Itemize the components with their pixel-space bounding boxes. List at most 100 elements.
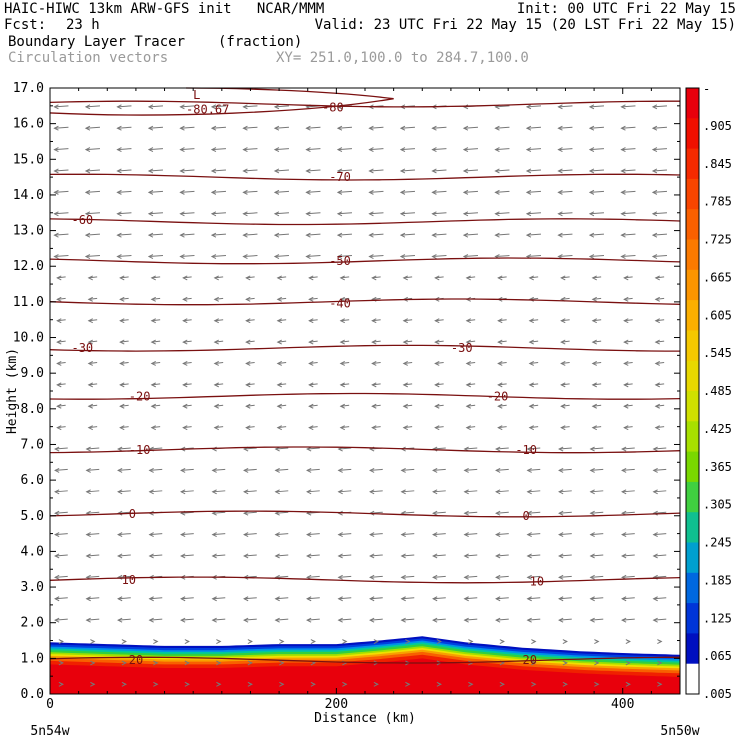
y-tick-label: 6.0 — [21, 473, 44, 488]
forecast-hour: 23 h — [66, 17, 100, 33]
contour-label: -20 — [129, 389, 151, 403]
colorbar-label: .485 — [703, 384, 732, 398]
contour--70 — [49, 173, 681, 181]
colorbar-label: .245 — [703, 536, 732, 550]
vector-label: Circulation vectors — [8, 50, 169, 66]
colorbar-swatch — [686, 603, 699, 634]
y-tick-label: 7.0 — [21, 437, 44, 452]
y-tick-label: 5.0 — [21, 509, 44, 524]
colorbar-label: .365 — [703, 460, 732, 474]
y-tick-label: 1.0 — [21, 651, 44, 666]
contour-label: 20 — [523, 653, 537, 667]
colorbar-swatch — [686, 178, 699, 210]
x-tick-label: 0 — [46, 697, 54, 712]
y-tick-label: 17.0 — [13, 81, 44, 96]
forecast-label: Fcst: — [4, 17, 47, 33]
contour-label: -10 — [515, 443, 537, 457]
colorbar-label: .665 — [703, 270, 732, 284]
x-start-location: 5n54w — [30, 724, 69, 739]
contour--40 — [49, 298, 681, 306]
colorbar-swatch — [686, 633, 699, 665]
colorbar-swatch — [686, 360, 699, 392]
y-tick-label: 3.0 — [21, 580, 44, 595]
colorbar-swatch — [686, 300, 699, 331]
colorbar-label: .005 — [703, 687, 732, 701]
colorbar-frame — [685, 87, 700, 695]
y-tick-label: 12.0 — [13, 259, 44, 274]
colorbar-label: .845 — [703, 157, 732, 171]
colorbar-swatch — [686, 481, 699, 513]
y-tick-label: 11.0 — [13, 295, 44, 310]
contour-label: -50 — [329, 254, 351, 268]
x-end-location: 5n50w — [660, 724, 699, 739]
contour--30 — [49, 344, 680, 352]
contour-20 — [49, 656, 680, 664]
colorbar-label: .065 — [703, 649, 732, 663]
model-title: HAIC-HIWC 13km ARW-GFS init NCAR/MMM — [4, 1, 325, 17]
x-tick-label: 200 — [325, 697, 348, 712]
temperature-contours — [49, 100, 681, 664]
contour-label: -70 — [329, 170, 351, 184]
contour-label: -20 — [487, 389, 509, 403]
contour-label: -30 — [451, 341, 473, 355]
colorbar-label: .125 — [703, 611, 732, 625]
contour-label: L — [193, 88, 200, 102]
colorbar-label: .425 — [703, 422, 732, 436]
contour-0 — [49, 510, 681, 518]
colorbar-swatch — [686, 421, 699, 453]
contour-label: -40 — [329, 297, 351, 311]
contour-10 — [49, 576, 681, 584]
contour-label: 0 — [523, 509, 530, 523]
y-tick-label: 10.0 — [13, 331, 44, 346]
colorbar-swatch — [686, 451, 699, 483]
colorbar-swatch — [686, 330, 699, 362]
contour-label: 0 — [129, 507, 136, 521]
y-tick-label: 13.0 — [13, 224, 44, 239]
colorbar-label: .305 — [703, 498, 732, 512]
contour-label: -80.67 — [186, 102, 229, 116]
contour-label: -60 — [71, 213, 93, 227]
colorbar-swatch — [686, 542, 699, 574]
colorbar-swatch — [686, 663, 699, 695]
contour-loop-80 — [49, 87, 394, 116]
contour-label: -30 — [71, 341, 93, 355]
y-tick-label: 8.0 — [21, 402, 44, 417]
field-units: (fraction) — [218, 34, 303, 50]
tracer-band-10 — [50, 658, 680, 694]
colorbar-label: .545 — [703, 346, 732, 360]
contour-label: -10 — [129, 443, 151, 457]
field-name: Boundary Layer Tracer — [8, 34, 186, 50]
colorbar-swatch — [686, 239, 699, 271]
colorbar-label: .725 — [703, 233, 732, 247]
cross-section-coordinates: XY= 251.0,100.0 to 284.7,100.0 — [276, 50, 529, 66]
y-tick-label: 9.0 — [21, 366, 44, 381]
colorbar-label: .785 — [703, 195, 732, 209]
contour-label: 20 — [129, 653, 143, 667]
colorbar-swatch — [686, 269, 699, 301]
contour-label: 10 — [530, 575, 544, 589]
x-axis-label: Distance (km) — [314, 711, 416, 726]
y-tick-label: 0.0 — [21, 687, 44, 702]
contour--50 — [49, 257, 681, 265]
colorbar-swatch — [686, 391, 699, 422]
contour--20 — [49, 392, 681, 400]
contour--80 — [49, 100, 680, 108]
y-tick-label: 14.0 — [13, 188, 44, 203]
contour-label: -80 — [322, 101, 344, 115]
colorbar-swatch — [686, 572, 699, 604]
y-tick-label: 16.0 — [13, 117, 44, 132]
colorbar-swatch — [686, 148, 699, 180]
colorbar-swatch — [686, 88, 699, 119]
contour-label: 10 — [122, 573, 136, 587]
colorbar-swatch — [686, 512, 699, 543]
y-axis-label: Height (km) — [5, 348, 20, 434]
y-tick-label: 15.0 — [13, 152, 44, 167]
contour--10 — [49, 446, 681, 454]
colorbar-swatch — [686, 118, 699, 150]
colorbar-label: .605 — [703, 308, 732, 322]
contour--60 — [49, 218, 681, 226]
colorbar-label: .185 — [703, 573, 732, 587]
init-time: Init: 00 UTC Fri 22 May 15 — [516, 1, 736, 17]
colorbar-swatch — [686, 209, 699, 240]
